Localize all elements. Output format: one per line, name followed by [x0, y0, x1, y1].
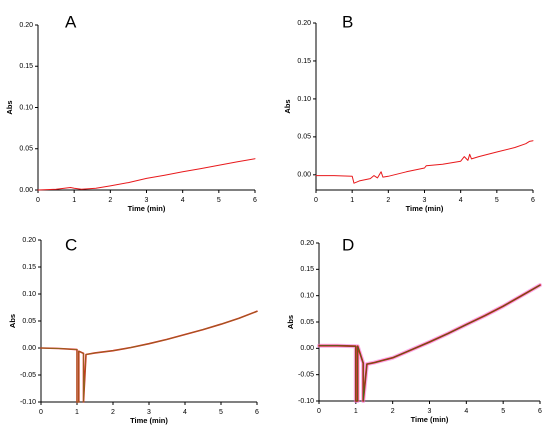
x-tick-label: 5 — [495, 197, 499, 204]
y-tick-label: 0.20 — [22, 237, 36, 244]
y-tick-label: 0.15 — [300, 266, 314, 273]
x-tick-label: 4 — [181, 197, 185, 204]
y-tick-label: 0.00 — [19, 187, 33, 194]
series-line — [37, 158, 256, 191]
x-tick-label: 1 — [75, 409, 79, 416]
x-tick-label: 0 — [39, 409, 43, 416]
x-tick-label: 2 — [391, 408, 395, 415]
x-tick-label: 2 — [108, 197, 112, 204]
y-tick-label: 0.05 — [297, 134, 311, 141]
x-tick-label: 2 — [111, 409, 115, 416]
x-tick-label: 0 — [314, 197, 318, 204]
series-line — [315, 140, 534, 184]
y-tick-label: 0.15 — [297, 58, 311, 65]
y-tick-label: 0.10 — [19, 104, 33, 111]
y-tick-label: -0.10 — [20, 399, 36, 406]
panel-letter: C — [65, 235, 77, 254]
y-tick-label: 0.00 — [22, 345, 36, 352]
series-line — [317, 283, 542, 403]
y-axis-label: Abs — [286, 315, 295, 329]
y-tick-label: 0.20 — [297, 20, 311, 27]
y-axis-label: Abs — [5, 100, 14, 114]
y-tick-label: 0.10 — [300, 293, 314, 300]
x-tick-label: 4 — [183, 409, 187, 416]
x-tick-label: 4 — [459, 197, 463, 204]
y-tick-label: 0.10 — [297, 96, 311, 103]
x-axis-label: Time (min) — [411, 415, 449, 424]
y-tick-label: 0.20 — [300, 240, 314, 247]
panel-letter: A — [65, 12, 77, 31]
x-tick-label: 2 — [386, 197, 390, 204]
x-tick-label: 5 — [501, 408, 505, 415]
x-axis-label: Time (min) — [128, 204, 166, 213]
x-tick-label: 1 — [354, 408, 358, 415]
y-tick-label: 0.15 — [19, 63, 33, 70]
x-tick-label: 6 — [531, 197, 535, 204]
y-tick-label: 0.10 — [22, 291, 36, 298]
series-line — [40, 310, 258, 403]
x-axis-label: Time (min) — [130, 416, 168, 425]
y-tick-label: 0.15 — [22, 264, 36, 271]
y-tick-label: 0.00 — [297, 172, 311, 179]
series-line — [318, 284, 541, 402]
x-axis-label: Time (min) — [406, 204, 444, 213]
chart-panel-d: D -0.10 -0.05 0.00 0.05 0.10 0.15 0.20 0 1 2 3 4 5 6 Ti… — [286, 235, 542, 424]
x-tick-label: 3 — [428, 408, 432, 415]
x-tick-label: 6 — [255, 409, 259, 416]
y-tick-label: 0.05 — [22, 318, 36, 325]
x-tick-label: 1 — [350, 197, 354, 204]
y-tick-label: 0.05 — [300, 319, 314, 326]
x-tick-label: 3 — [147, 409, 151, 416]
x-tick-label: 6 — [538, 408, 542, 415]
y-tick-label: 0.00 — [300, 345, 314, 352]
y-axis-label: Abs — [8, 314, 17, 328]
x-tick-label: 0 — [317, 408, 321, 415]
x-tick-label: 3 — [423, 197, 427, 204]
y-tick-label: -0.05 — [298, 372, 314, 379]
x-tick-label: 6 — [253, 197, 257, 204]
y-tick-label: 0.05 — [19, 146, 33, 153]
y-tick-label: -0.10 — [298, 398, 314, 405]
y-axis-label: Abs — [283, 99, 292, 113]
x-tick-label: 0 — [36, 197, 40, 204]
x-tick-label: 1 — [72, 197, 76, 204]
series-line — [40, 310, 258, 403]
x-tick-label: 4 — [464, 408, 468, 415]
panel-letter: B — [342, 12, 353, 31]
chart-panel-b: B 0.00 0.05 0.10 0.15 0.20 0 1 2 3 4 5 6 Time (min) Ab… — [283, 12, 535, 213]
x-tick-label: 5 — [219, 409, 223, 416]
x-tick-label: 5 — [217, 197, 221, 204]
y-tick-label: 0.20 — [19, 22, 33, 29]
x-tick-label: 3 — [145, 197, 149, 204]
chart-panel-a: A 0.00 0.05 0.10 0.15 0.20 0 1 2 3 4 5 6 Time (min) Ab… — [5, 12, 257, 213]
chart-panel-c: C -0.10 -0.05 0.00 0.05 0.10 0.15 0.20 0 1 2 3 4 5 6 Ti… — [8, 235, 259, 425]
y-tick-label: -0.05 — [20, 372, 36, 379]
panel-letter: D — [342, 235, 354, 254]
